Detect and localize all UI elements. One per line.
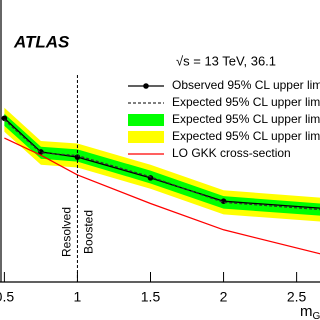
x-tick-label: 1.5 — [141, 289, 161, 305]
legend-label: Expected 95% CL upper lim — [172, 112, 320, 126]
x-tick-label: 1 — [74, 289, 82, 305]
divider-right-label: Boosted — [82, 210, 96, 254]
x-tick-label: 2.5 — [287, 289, 307, 305]
x-tick-label: 0.5 — [0, 289, 14, 305]
legend-swatch — [128, 114, 164, 126]
legend-label: Expected 95% CL upper lim — [172, 129, 320, 143]
series-line — [3, 119, 320, 211]
energy-label: √s = 13 TeV, 36.1 — [176, 53, 276, 68]
legend-label: Observed 95% CL upper lim — [172, 78, 320, 92]
divider-left-label: Resolved — [60, 207, 74, 257]
expected-band — [4, 107, 320, 222]
brand: ATLAS — [13, 32, 70, 51]
legend-label: Expected 95% CL upper lim — [172, 95, 320, 109]
x-axis-label-sub: G — [313, 311, 320, 320]
x-axis-label: mG — [300, 303, 320, 320]
series-line — [4, 137, 320, 255]
series-line — [3, 117, 320, 209]
legend-swatch — [128, 131, 164, 143]
legend-marker — [143, 83, 149, 89]
data-point — [147, 175, 154, 181]
legend-label: LO GKK cross-section — [172, 146, 291, 160]
data-point — [1, 115, 8, 122]
x-tick-label: 2 — [220, 289, 228, 305]
